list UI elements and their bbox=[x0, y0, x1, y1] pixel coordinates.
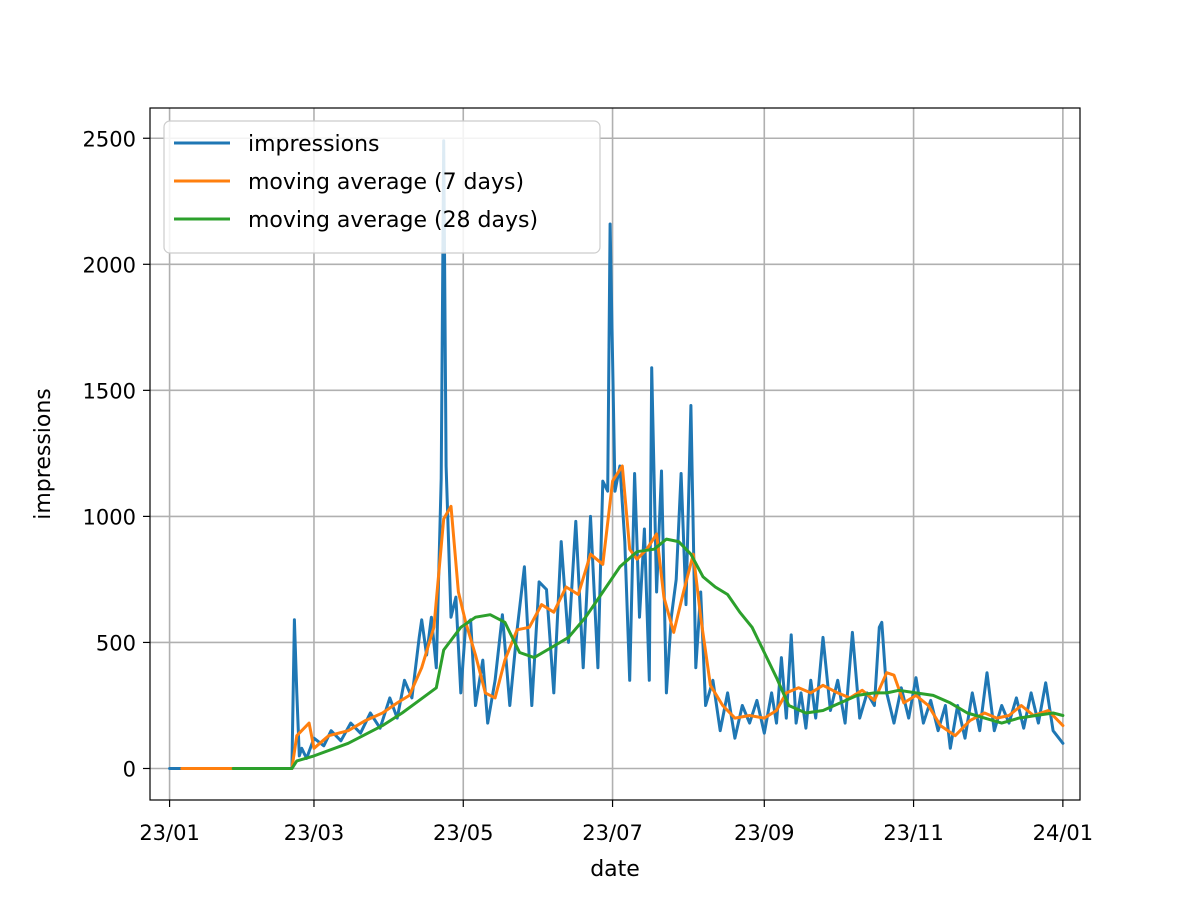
x-axis-label: date bbox=[590, 857, 640, 882]
legend-label: moving average (28 days) bbox=[248, 208, 538, 233]
x-axis-ticks: 23/01 23/03 23/05 23/07 23/09 23/11 24/01 bbox=[139, 800, 1093, 845]
y-tick-label: 1000 bbox=[83, 505, 136, 529]
y-tick-label: 0 bbox=[123, 757, 136, 781]
series-line-0 bbox=[168, 139, 1065, 770]
x-tick-label: 23/11 bbox=[883, 821, 944, 845]
y-tick-label: 2000 bbox=[83, 253, 136, 277]
y-tick-label: 1500 bbox=[83, 379, 136, 403]
legend-box bbox=[163, 120, 601, 254]
y-axis-ticks: 0 500 1000 1500 2000 2500 bbox=[83, 127, 150, 781]
legend-label: impressions bbox=[248, 132, 380, 157]
plot-series bbox=[168, 139, 1065, 770]
x-tick-label: 23/05 bbox=[433, 821, 494, 845]
plot-area-frame bbox=[149, 107, 1081, 801]
x-tick-label: 23/03 bbox=[284, 821, 345, 845]
x-tick-label: 24/01 bbox=[1033, 821, 1094, 845]
y-tick-label: 500 bbox=[96, 631, 136, 655]
series-line-2 bbox=[231, 537, 1065, 770]
y-axis-label: impressions bbox=[31, 388, 56, 520]
y-tick-label: 2500 bbox=[83, 127, 136, 151]
x-tick-label: 23/07 bbox=[582, 821, 643, 845]
x-tick-label: 23/01 bbox=[139, 821, 200, 845]
legend: impressions moving average (7 days) moving… bbox=[163, 120, 601, 254]
x-tick-label: 23/09 bbox=[734, 821, 795, 845]
series-line-1 bbox=[180, 464, 1065, 770]
legend-label: moving average (7 days) bbox=[248, 170, 524, 195]
